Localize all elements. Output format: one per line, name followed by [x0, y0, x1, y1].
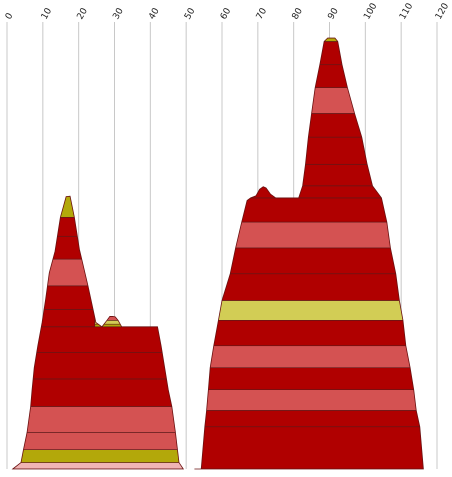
- x-tick-label: 120: [434, 1, 451, 21]
- stack-band: [12, 196, 96, 218]
- left-mound-outline: [11, 195, 185, 470]
- stack-band: [194, 163, 424, 187]
- stack-band: [194, 64, 424, 88]
- stacked-mounds: [11, 37, 424, 470]
- right-mound-outline: [194, 37, 424, 470]
- stack-band: [194, 273, 424, 301]
- stack-band: [12, 352, 184, 380]
- stack-band: [12, 432, 184, 450]
- x-tick-label: 70: [255, 6, 270, 21]
- x-tick-label: 20: [76, 6, 91, 21]
- stack-band: [12, 216, 96, 237]
- stack-band: [194, 38, 424, 42]
- stack-band: [194, 87, 424, 114]
- x-tick-label: 60: [219, 6, 234, 21]
- stack-band: [12, 323, 184, 328]
- stack-band: [194, 41, 424, 66]
- stack-band: [194, 426, 424, 469]
- stack-band: [194, 113, 424, 138]
- stack-band: [12, 326, 184, 353]
- stack-band: [12, 378, 184, 407]
- stack-band: [12, 462, 184, 469]
- stack-band: [12, 449, 184, 463]
- stack-band: [12, 406, 184, 433]
- stack-band: [12, 309, 96, 328]
- x-tick-label: 10: [40, 6, 55, 21]
- x-tick-label: 0: [4, 11, 16, 21]
- stack-band: [194, 136, 424, 165]
- x-tick-label: 100: [362, 1, 379, 21]
- x-tick-label: 40: [147, 6, 162, 21]
- stack-band: [12, 258, 96, 287]
- x-tick-label: 30: [111, 6, 126, 21]
- x-tick-label: 50: [183, 6, 198, 21]
- x-tick-label: 90: [326, 6, 341, 21]
- x-tick-labels: 0 10 20 30 40 50 60 70 80 90 100 110 120: [4, 1, 451, 21]
- x-tick-label: 110: [398, 1, 415, 21]
- x-tick-label: 80: [291, 6, 306, 21]
